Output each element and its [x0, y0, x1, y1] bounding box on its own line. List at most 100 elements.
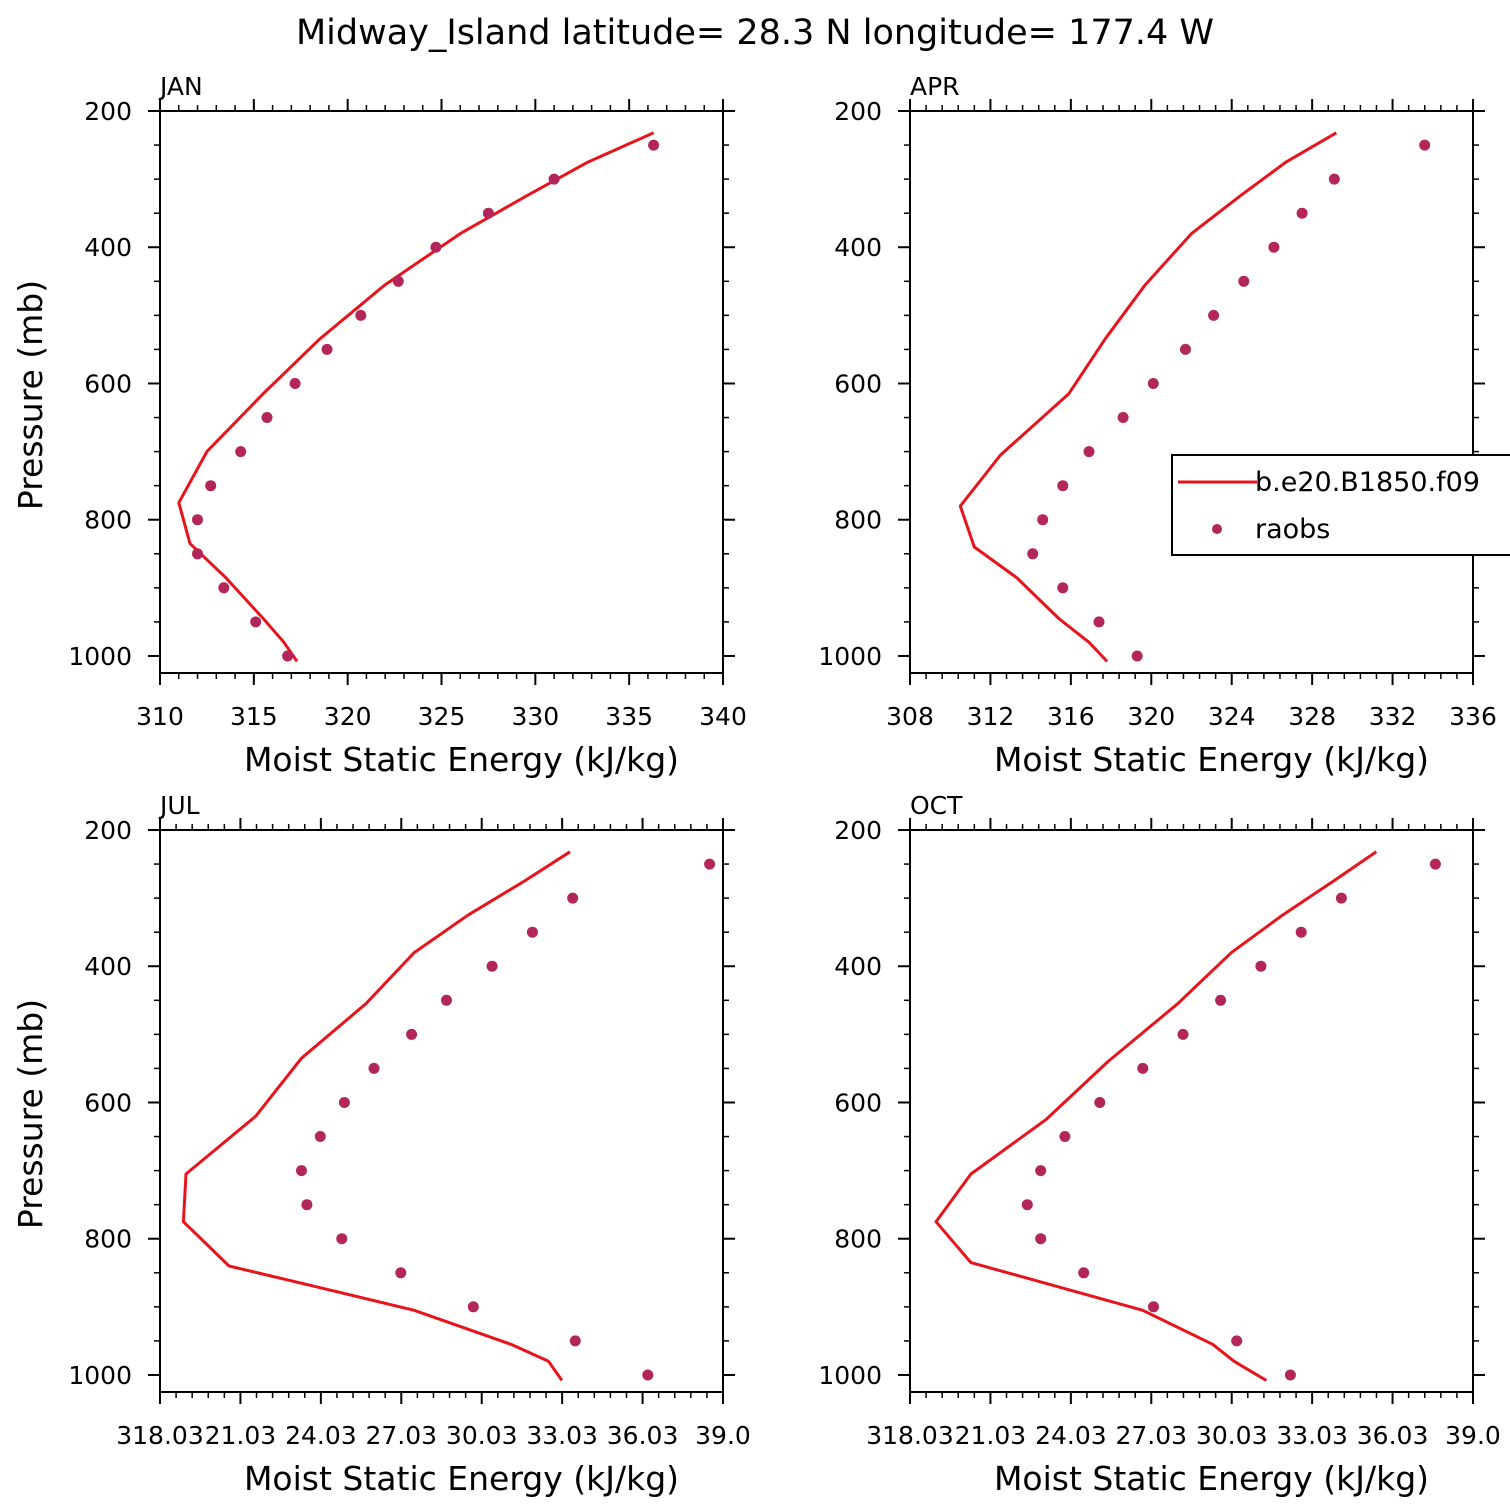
obs-point-jul [368, 1062, 380, 1074]
legend-obs-swatch [1212, 524, 1222, 534]
x-tick-label: 36.03 [1357, 1421, 1429, 1450]
plot-frame-apr [909, 110, 1474, 674]
panels: JAN 310 315 320 325 330 335 340 200 400 600 800 1000… [11, 72, 1501, 1498]
obs-point-jan [282, 650, 294, 662]
obs-point-oct [1284, 1369, 1296, 1381]
obs-point-apr [1147, 378, 1159, 389]
obs-point-apr [1037, 514, 1049, 526]
obs-point-apr [1208, 309, 1220, 321]
obs-point-oct [1177, 1028, 1189, 1040]
obs-point-oct [1094, 1097, 1106, 1108]
model-line-jul [181, 850, 571, 1382]
obs-point-apr [1238, 275, 1250, 287]
series-group-oct [934, 850, 1441, 1382]
y-tick-label: 600 [834, 1088, 882, 1117]
obs-point-apr [1057, 480, 1069, 492]
series-group-jan [177, 131, 660, 663]
y-tick-label: 400 [84, 233, 132, 262]
x-tick-label: 325 [418, 702, 466, 731]
x-tick-label: 33.03 [526, 1421, 598, 1450]
legend: b.e20.B1850.f09 raobs [1171, 454, 1510, 556]
x-tick-label: 335 [605, 702, 653, 731]
model-line-jan [177, 131, 655, 663]
obs-point-jul [441, 994, 452, 1006]
y-tick-label: 400 [84, 952, 132, 981]
obs-point-jul [569, 1335, 581, 1347]
obs-point-oct [1429, 858, 1441, 870]
x-tick-label: 312 [967, 702, 1015, 731]
obs-point-apr [1093, 616, 1105, 628]
panel-jul: JUL 318.03 21.03 24.03 27.03 30.03 33.03 36.03 3… [11, 791, 751, 1498]
x-tick-label: 30.03 [1196, 1421, 1268, 1450]
x-axis-label-jul: Moist Static Energy (kJ/kg) [244, 1459, 679, 1498]
x-tick-label: 340 [699, 702, 747, 731]
obs-point-apr [1083, 446, 1095, 458]
obs-point-oct [1215, 994, 1227, 1006]
obs-point-jul [336, 1233, 348, 1245]
x-axis-label-apr: Moist Static Energy (kJ/kg) [994, 740, 1429, 779]
legend-box [1171, 454, 1510, 556]
x-tick-label: 30.03 [446, 1421, 518, 1450]
x-tick-label: 27.03 [1115, 1421, 1187, 1450]
x-tick-label: 21.03 [205, 1421, 277, 1450]
obs-point-apr [1296, 207, 1308, 219]
obs-point-oct [1059, 1131, 1071, 1142]
series-group-apr [958, 131, 1431, 663]
x-tick-label: 310 [136, 702, 184, 731]
obs-point-apr [1057, 582, 1069, 594]
obs-point-oct [1035, 1233, 1047, 1245]
obs-point-jul [406, 1028, 418, 1040]
obs-point-oct [1148, 1301, 1159, 1313]
x-tick-label: 36.03 [607, 1421, 679, 1450]
obs-point-apr [1268, 241, 1280, 253]
obs-point-jul [395, 1267, 407, 1279]
obs-point-jan [250, 616, 262, 628]
obs-point-jan [218, 582, 230, 594]
x-tick-label: 330 [511, 702, 559, 731]
y-tick-label: 200 [84, 816, 132, 845]
obs-point-apr [1328, 173, 1340, 185]
obs-point-jan [192, 514, 203, 526]
y-tick-label: 800 [834, 506, 882, 535]
obs-point-jan [205, 480, 217, 492]
obs-point-jan [192, 548, 203, 560]
y-tick-label: 400 [834, 233, 882, 262]
obs-point-jan [321, 343, 333, 355]
y-tick-label: 1000 [818, 1361, 882, 1390]
y-tick-label: 200 [834, 816, 882, 845]
obs-point-apr [1180, 343, 1191, 355]
obs-point-jan [648, 139, 660, 151]
x-tick-label: 21.03 [955, 1421, 1027, 1450]
obs-point-oct [1255, 960, 1267, 972]
y-tick-label: 1000 [68, 642, 132, 671]
y-tick-label: 1000 [818, 642, 882, 671]
x-tick-label: 24.03 [1035, 1421, 1107, 1450]
model-line-oct [934, 850, 1378, 1382]
y-tick-label: 800 [84, 506, 132, 535]
obs-point-jan [235, 446, 247, 458]
x-tick-label: 320 [324, 702, 372, 731]
obs-point-jul [526, 926, 538, 938]
panel-jan: JAN 310 315 320 325 330 335 340 200 400 600 800 1000… [11, 72, 747, 779]
x-axis-label-jan: Moist Static Energy (kJ/kg) [244, 740, 679, 779]
panel-oct: OCT 318.03 21.03 24.03 27.03 30.03 33.03 36.03 3… [818, 791, 1500, 1498]
obs-point-apr [1419, 139, 1431, 151]
obs-point-jan [430, 241, 442, 253]
series-group-jul [181, 850, 716, 1382]
obs-point-oct [1078, 1267, 1090, 1279]
obs-point-jan [261, 412, 273, 423]
panel-label-apr: APR [910, 72, 960, 101]
obs-point-jan [289, 378, 301, 389]
x-tick-label: 316 [1047, 702, 1095, 731]
x-tick-label: 33.03 [1276, 1421, 1348, 1450]
obs-point-jan [392, 275, 404, 287]
obs-point-jul [338, 1097, 350, 1108]
y-axis-label-jan: Pressure (mb) [11, 280, 50, 510]
obs-point-apr [1117, 412, 1129, 423]
x-tick-label: 39.0 [695, 1421, 751, 1450]
model-line-apr [958, 131, 1338, 663]
obs-point-apr [1131, 650, 1143, 662]
x-axis-label-oct: Moist Static Energy (kJ/kg) [994, 1459, 1429, 1498]
obs-point-jul [301, 1199, 313, 1211]
